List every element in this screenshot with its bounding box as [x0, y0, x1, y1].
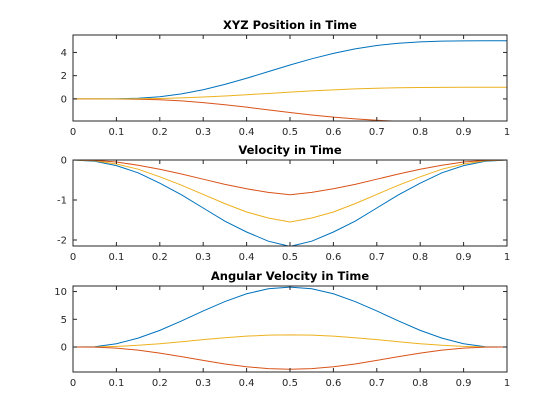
chart-title: Angular Velocity in Time — [211, 269, 369, 283]
x-tick-label: 1 — [504, 378, 510, 389]
x-tick-label: 0 — [70, 252, 76, 263]
x-tick-label: 1 — [504, 252, 510, 263]
y-tick-label: 0 — [61, 343, 67, 354]
subplot-2: 0 0.1 0.2 0.3 0.4 0.5 0.6 0.7 0.8 0.9 1 0 -1 -2 Veloci… — [57, 143, 510, 263]
x-tick-label: 0.9 — [456, 127, 472, 138]
x-tick-label: 0.2 — [152, 127, 168, 138]
x-tick-label: 0.8 — [412, 378, 428, 389]
x-tick-label: 0.3 — [195, 378, 211, 389]
x-tick-label: 0.6 — [325, 127, 341, 138]
y-tick-label: -1 — [57, 196, 67, 207]
x-tick-label: 0.5 — [282, 378, 298, 389]
x-tick-label: 0.7 — [369, 378, 385, 389]
x-tick-label: 0.5 — [282, 252, 298, 263]
x-tick-label: 0.1 — [108, 378, 124, 389]
y-tick-label: 0 — [61, 156, 67, 167]
series-line-1 — [73, 40, 507, 100]
x-tick-label: 0.9 — [456, 378, 472, 389]
x-tick-label: 1 — [504, 127, 510, 138]
x-tick-label: 0.8 — [412, 252, 428, 263]
x-tick-label: 0.3 — [195, 252, 211, 263]
series-line-2 — [73, 160, 507, 223]
x-tick-label: 0.6 — [325, 252, 341, 263]
x-tick-label: 0.2 — [152, 378, 168, 389]
x-tick-label: 0.2 — [152, 252, 168, 263]
x-tick-label: 0.3 — [195, 127, 211, 138]
x-tick-label: 0.4 — [239, 127, 255, 138]
series-line-3 — [73, 160, 507, 196]
x-tick-label: 0.6 — [325, 378, 341, 389]
x-tick-label: 0.1 — [108, 252, 124, 263]
series-line-2 — [73, 334, 507, 348]
x-tick-label: 0.1 — [108, 127, 124, 138]
x-tick-label: 0.9 — [456, 252, 472, 263]
y-tick-label: 2 — [61, 71, 67, 82]
subplot-1: 0 0.1 0.2 0.3 0.4 0.5 0.6 0.7 0.8 0.9 1 0 2 4 XYZ Posi… — [61, 18, 511, 138]
x-tick-label: 0.7 — [369, 252, 385, 263]
chart-title: Velocity in Time — [238, 143, 342, 157]
x-tick-label: 0.4 — [239, 252, 255, 263]
y-tick-label: 4 — [61, 48, 67, 59]
subplot-3: 0 0.1 0.2 0.3 0.4 0.5 0.6 0.7 0.8 0.9 10510Angular… — [54, 269, 510, 389]
x-tick-label: 0.5 — [282, 127, 298, 138]
series-line-3 — [73, 86, 507, 100]
y-tick-label: 10 — [54, 287, 67, 298]
y-tick-label: 0 — [61, 94, 67, 105]
x-tick-label: 0.7 — [369, 127, 385, 138]
x-tick-label: 0 — [70, 127, 76, 138]
y-tick-label: 5 — [61, 315, 67, 326]
chart-title: XYZ Position in Time — [223, 18, 357, 32]
series-line-1 — [73, 160, 507, 246]
x-tick-label: 0.8 — [412, 127, 428, 138]
series-line-2 — [73, 98, 411, 121]
x-tick-label: 0.4 — [239, 378, 255, 389]
x-tick-label: 0 — [70, 378, 76, 389]
y-tick-label: -2 — [57, 236, 67, 247]
